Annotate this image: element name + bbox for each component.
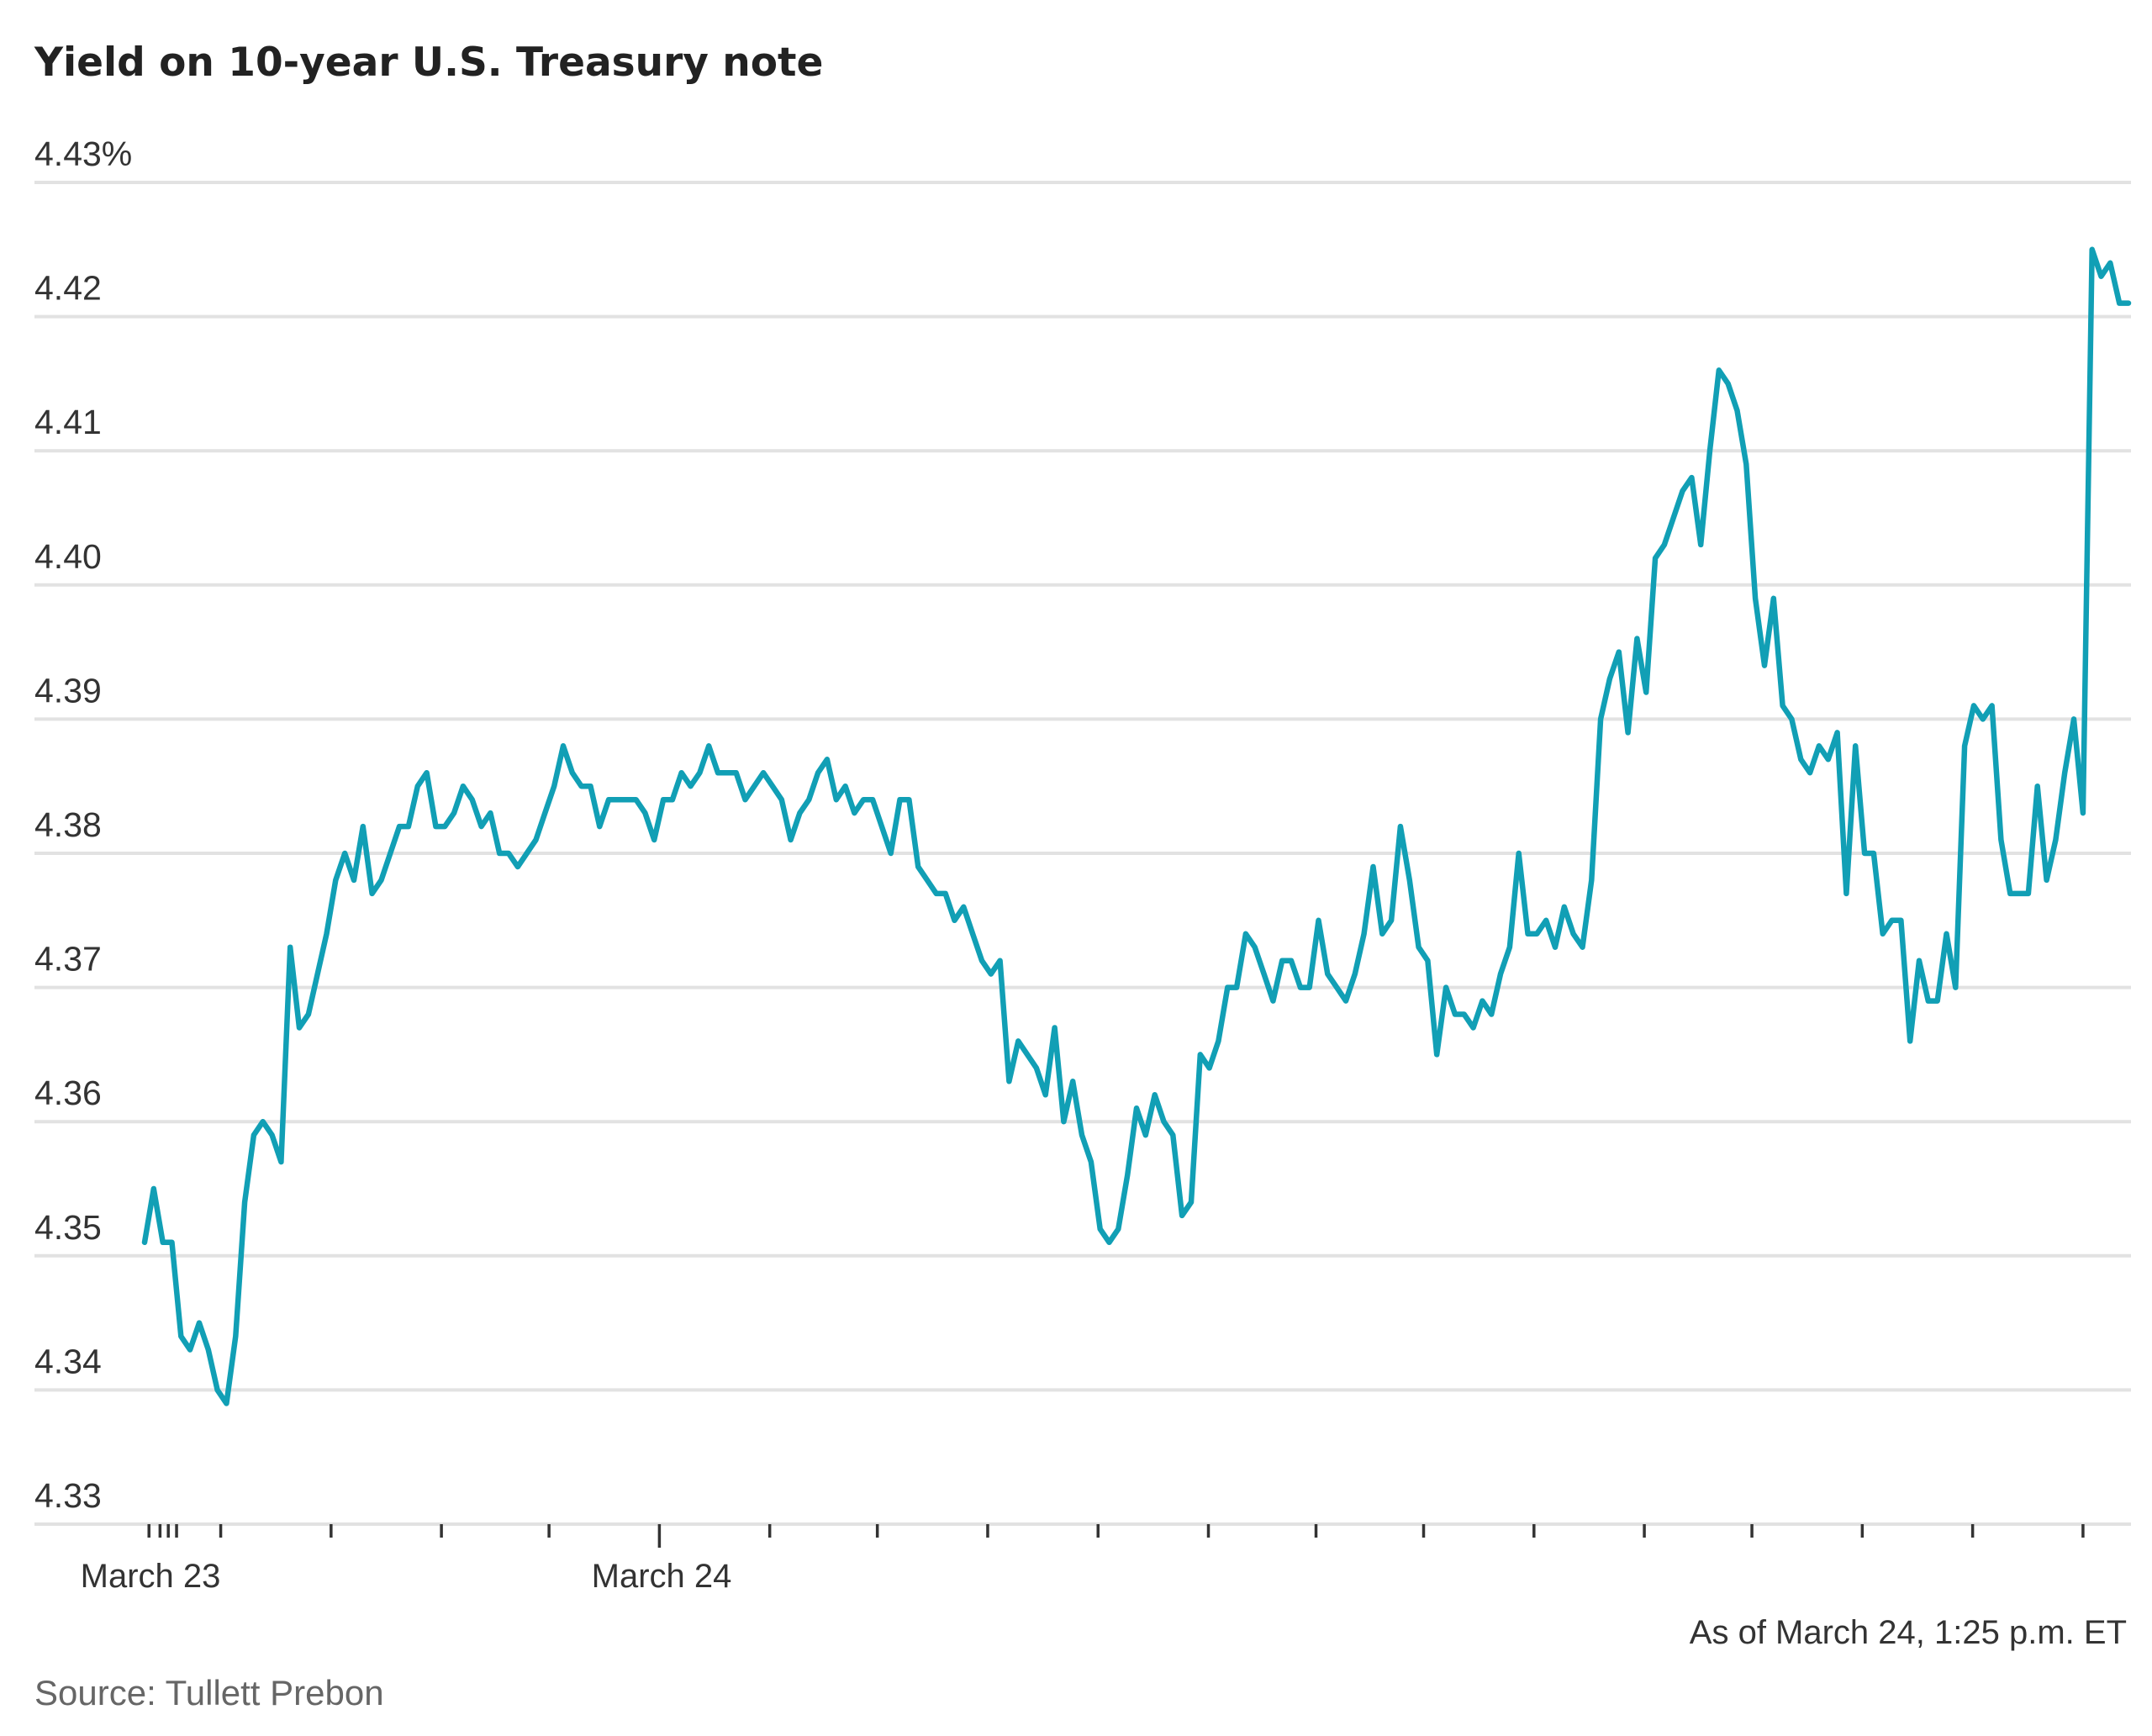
y-tick-label: 4.34 [34,1342,102,1380]
as-of-annotation: As of March 24, 1:25 p.m. ET [1690,1614,2127,1651]
y-axis: 4.43% 4.42 4.41 4.40 4.39 4.38 4.37 4.36 4.35 4.3… [34,135,132,1515]
y-tick-label: 4.38 [34,805,102,844]
y-tick-label: 4.36 [34,1074,102,1112]
y-tick-label: 4.42 [34,269,102,308]
y-tick-label: 4.41 [34,403,102,441]
y-tick-label: 4.33 [34,1476,102,1515]
y-tick-label: 4.40 [34,537,102,576]
y-tick-label: 4.43% [34,135,132,173]
y-tick-label: 4.35 [34,1208,102,1247]
x-axis [147,1524,2085,1548]
yield-series-line [141,246,2132,1406]
x-tick-label-march-23: March 23 [81,1558,221,1595]
y-tick-label: 4.37 [34,940,102,979]
gridlines [34,181,2131,1526]
x-tick-label-march-24: March 24 [592,1558,732,1595]
y-tick-label: 4.39 [34,671,102,710]
chart-title: Yield on 10-year U.S. Treasury note [34,40,823,86]
source-note: Source: Tullett Prebon [34,1673,384,1712]
